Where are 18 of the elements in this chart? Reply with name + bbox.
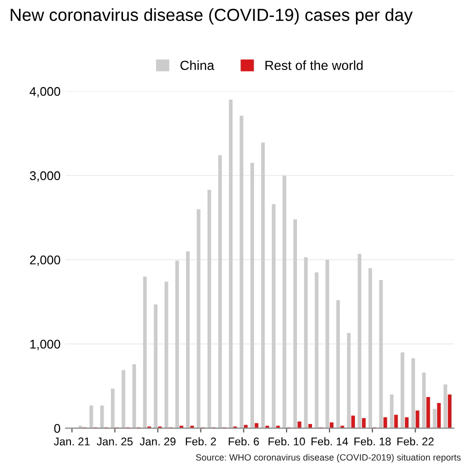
- y-tick-label: 0: [54, 424, 60, 433]
- y-tick-label: 4,000: [30, 87, 60, 98]
- y-tick-label: 1,000: [30, 340, 60, 350]
- x-tick-label: Feb. 6: [228, 437, 259, 446]
- y-tick-label: 2,000: [30, 256, 60, 266]
- x-tick-label: Jan. 29: [140, 438, 176, 446]
- x-tick-label: Feb. 10: [268, 437, 305, 446]
- legend-label: Rest of the world: [266, 60, 363, 70]
- y-tick-label: 3,000: [30, 171, 60, 182]
- x-tick-label: Jan. 25: [96, 438, 133, 446]
- x-tick-label: Feb. 2: [186, 437, 216, 446]
- legend-label: China: [180, 60, 214, 70]
- x-tick-label: Feb. 18: [354, 437, 391, 446]
- x-tick-label: Feb. 22: [397, 437, 434, 446]
- chart-title: New coronavirus disease (COVID-19) cases per day: [10, 8, 413, 24]
- x-tick-label: Feb. 14: [312, 437, 348, 446]
- source-note: Source: WHO coronavirus disease (COVID-2019) situation reports: [196, 454, 461, 462]
- x-tick-label: Jan. 21: [54, 438, 90, 446]
